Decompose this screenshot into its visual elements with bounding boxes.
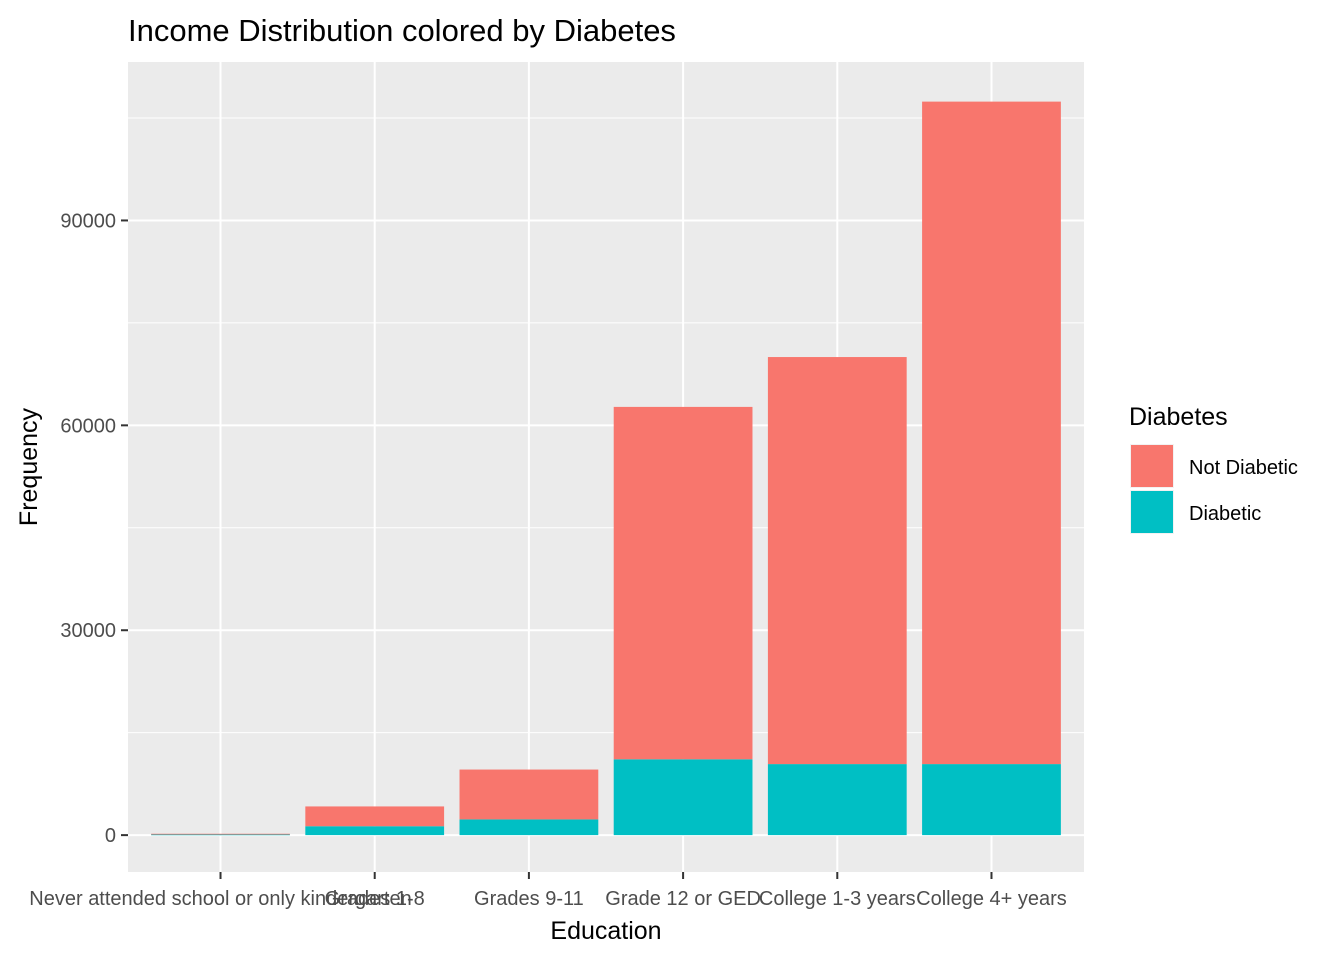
y-tick-label: 30000 xyxy=(60,620,116,642)
bar-not-diabetic xyxy=(151,833,290,835)
bar-not-diabetic xyxy=(767,357,907,765)
x-tick-label: Never attended school or only kindergart… xyxy=(29,888,411,910)
y-axis-ticks: 0 30000 60000 90000 xyxy=(60,210,128,847)
bars xyxy=(151,101,1061,836)
bar-not-diabetic xyxy=(459,769,599,820)
x-axis-title: Education xyxy=(550,917,661,945)
bar-diabetic xyxy=(922,764,1061,836)
bar-not-diabetic xyxy=(922,101,1061,765)
x-tick-label: Grades 9-11 xyxy=(474,888,584,910)
x-tick-label: Grades 1-8 xyxy=(325,888,425,910)
y-axis-title: Frequency xyxy=(15,407,43,526)
x-axis-ticks: Never attended school or only kindergart… xyxy=(29,872,1067,910)
legend-label: Diabetic xyxy=(1189,503,1261,525)
bar-not-diabetic xyxy=(305,806,445,827)
legend-key-not-diabetic xyxy=(1131,445,1173,487)
bar-diabetic xyxy=(613,759,753,836)
bar-diabetic xyxy=(151,834,290,836)
y-tick-label: 0 xyxy=(105,825,116,847)
bar-diabetic xyxy=(767,764,907,836)
x-tick-label: College 1-3 years xyxy=(759,888,916,910)
bar-diabetic xyxy=(459,819,599,836)
bar-diabetic xyxy=(305,826,445,836)
legend-key-diabetic xyxy=(1131,491,1173,533)
chart-title: Income Distribution colored by Diabetes xyxy=(128,13,676,48)
y-tick-label: 60000 xyxy=(60,415,116,437)
y-tick-label: 90000 xyxy=(60,210,116,232)
legend: Diabetes Not Diabetic Diabetic xyxy=(1129,403,1298,534)
x-tick-label: College 4+ years xyxy=(916,888,1067,910)
x-tick-label: Grade 12 or GED xyxy=(605,888,761,910)
legend-label: Not Diabetic xyxy=(1189,457,1298,479)
legend-title: Diabetes xyxy=(1129,403,1228,431)
bar-not-diabetic xyxy=(613,406,753,760)
